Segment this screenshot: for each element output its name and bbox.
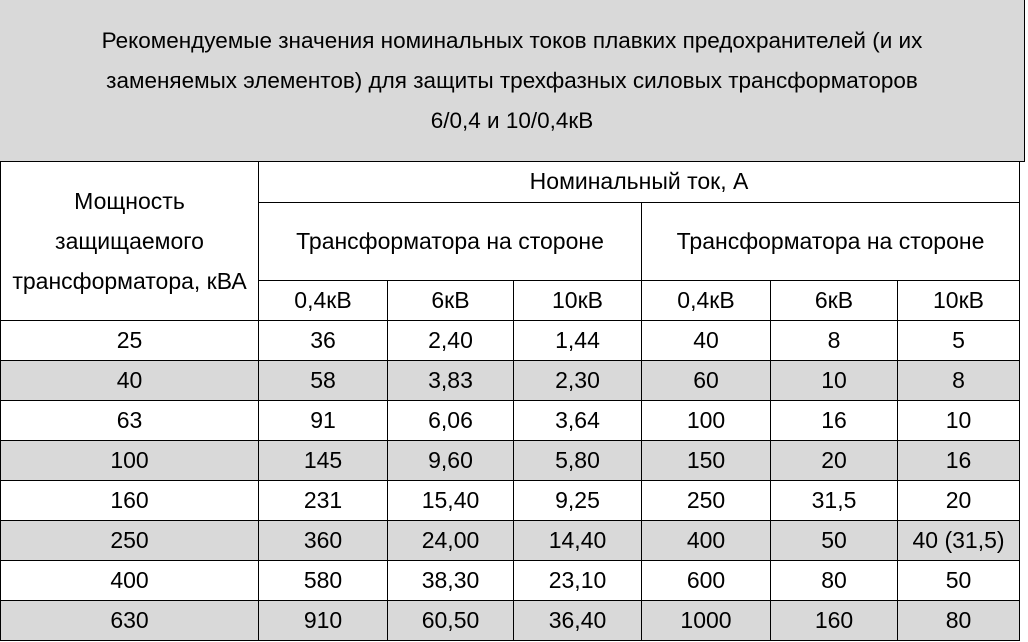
cell: 36 <box>258 319 388 361</box>
cell: 91 <box>258 399 388 441</box>
cell: 1,44 <box>513 319 642 361</box>
title-line-2: заменяемых элементов) для защиты трехфаз… <box>106 67 918 93</box>
cell: 910 <box>258 599 388 641</box>
cell-power: 40 <box>0 359 259 401</box>
title-line-3: 6/0,4 и 10/0,4кВ <box>430 107 594 133</box>
cell: 360 <box>258 519 388 561</box>
cell: 2,40 <box>387 319 514 361</box>
cell: 600 <box>641 559 771 601</box>
cell: 580 <box>258 559 388 601</box>
cell: 16 <box>770 399 898 441</box>
table-row: 100 145 9,60 5,80 150 20 16 <box>0 439 1021 481</box>
table-row: 400 580 38,30 23,10 600 80 50 <box>0 559 1021 601</box>
header-sub-4: 0,4кВ <box>641 279 771 321</box>
cell: 250 <box>641 479 771 521</box>
cell: 5 <box>896 319 1021 361</box>
header-sub-2: 6кВ <box>387 279 514 321</box>
cell: 23,10 <box>513 559 642 601</box>
cell-power: 160 <box>0 479 259 521</box>
cell: 20 <box>896 479 1021 521</box>
cell: 31,5 <box>770 479 898 521</box>
cell: 40 (31,5) <box>896 519 1021 561</box>
table-title: Рекомендуемые значения номинальных токов… <box>0 0 1025 162</box>
cell-power: 400 <box>0 559 259 601</box>
cell: 400 <box>641 519 771 561</box>
cell-power: 250 <box>0 519 259 561</box>
cell: 24,00 <box>387 519 514 561</box>
cell: 60,50 <box>387 599 514 641</box>
cell-power: 63 <box>0 399 259 441</box>
title-line-1: Рекомендуемые значения номинальных токов… <box>101 27 923 53</box>
cell: 10 <box>896 399 1021 441</box>
cell: 80 <box>896 599 1021 641</box>
cell: 160 <box>770 599 898 641</box>
cell: 6,06 <box>387 399 514 441</box>
table-row: 63 91 6,06 3,64 100 16 10 <box>0 399 1021 441</box>
cell: 5,80 <box>513 439 642 481</box>
cell: 150 <box>641 439 771 481</box>
table-row: 40 58 3,83 2,30 60 10 8 <box>0 359 1021 401</box>
cell: 231 <box>258 479 388 521</box>
cell: 3,83 <box>387 359 514 401</box>
header-power: Мощность защищаемого трансформатора, кВА <box>0 162 259 321</box>
cell: 20 <box>770 439 898 481</box>
cell-power: 25 <box>0 319 259 361</box>
cell: 8 <box>896 359 1021 401</box>
cell: 50 <box>770 519 898 561</box>
cell: 1000 <box>641 599 771 641</box>
cell: 10 <box>770 359 898 401</box>
cell: 40 <box>641 319 771 361</box>
table-row: 160 231 15,40 9,25 250 31,5 20 <box>0 479 1021 521</box>
cell: 16 <box>896 439 1021 481</box>
header-sub-3: 10кВ <box>513 279 642 321</box>
fuse-current-table: Мощность защищаемого трансформатора, кВА… <box>0 162 1021 641</box>
cell-power: 630 <box>0 599 259 641</box>
header-group-1: Трансформатора на стороне <box>258 201 642 281</box>
table-row: 630 910 60,50 36,40 1000 160 80 <box>0 599 1021 641</box>
header-group-2: Трансформатора на стороне <box>640 201 1021 281</box>
table-row: 25 36 2,40 1,44 40 8 5 <box>0 319 1021 361</box>
cell: 36,40 <box>513 599 642 641</box>
cell: 58 <box>258 359 388 401</box>
cell: 14,40 <box>513 519 642 561</box>
cell: 80 <box>770 559 898 601</box>
cell-power: 100 <box>0 439 259 481</box>
table-row: 250 360 24,00 14,40 400 50 40 (31,5) <box>0 519 1021 561</box>
cell: 60 <box>641 359 771 401</box>
cell: 2,30 <box>513 359 642 401</box>
cell: 15,40 <box>387 479 514 521</box>
cell: 100 <box>641 399 771 441</box>
cell: 50 <box>896 559 1021 601</box>
header-sub-1: 0,4кВ <box>258 279 388 321</box>
header-sub-6: 10кВ <box>896 279 1021 321</box>
cell: 145 <box>258 439 388 481</box>
header-nominal-current: Номинальный ток, А <box>257 162 1021 203</box>
cell: 3,64 <box>513 399 642 441</box>
cell: 8 <box>770 319 898 361</box>
cell: 38,30 <box>387 559 514 601</box>
cell: 9,60 <box>387 439 514 481</box>
cell: 9,25 <box>513 479 642 521</box>
header-sub-5: 6кВ <box>770 279 898 321</box>
